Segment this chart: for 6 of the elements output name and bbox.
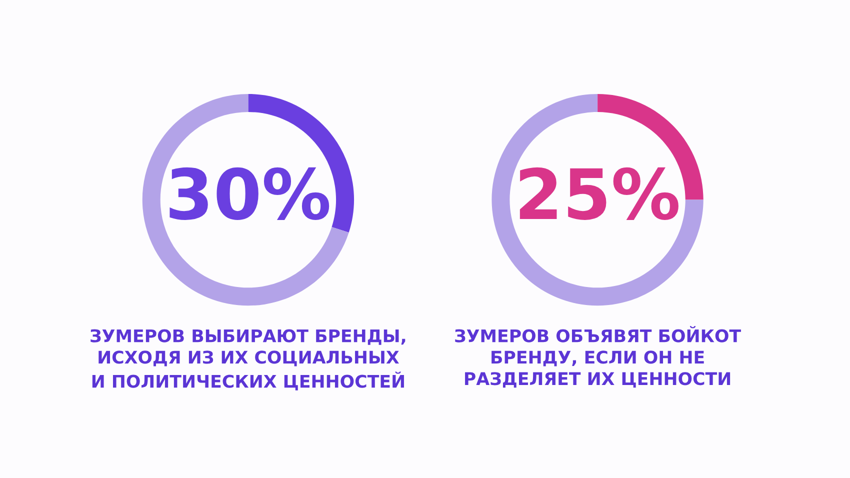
text: ЗУМЕРОВ ВЫБИРАЮТ БРЕНДЫ, ИСХОДЯ ИЗ ИХ СОЦИАЛЬНЫХ И ПОЛИТИЧЕСКИХ ЦЕННОСТЕЙ bbox=[90, 329, 406, 390]
data-label: 25% bbox=[520, 167, 678, 220]
text: ЗУМЕРОВ ОБЪЯВЯТ БОЙКОТ БРЕНДУ, ЕСЛИ ОН НЕ РАЗДЕЛЯЕТ ИХ ЦЕННОСТИ bbox=[455, 326, 741, 388]
donut-slice bbox=[142, 94, 349, 306]
donut-slice bbox=[492, 94, 704, 306]
data-label: 30% bbox=[170, 167, 330, 220]
